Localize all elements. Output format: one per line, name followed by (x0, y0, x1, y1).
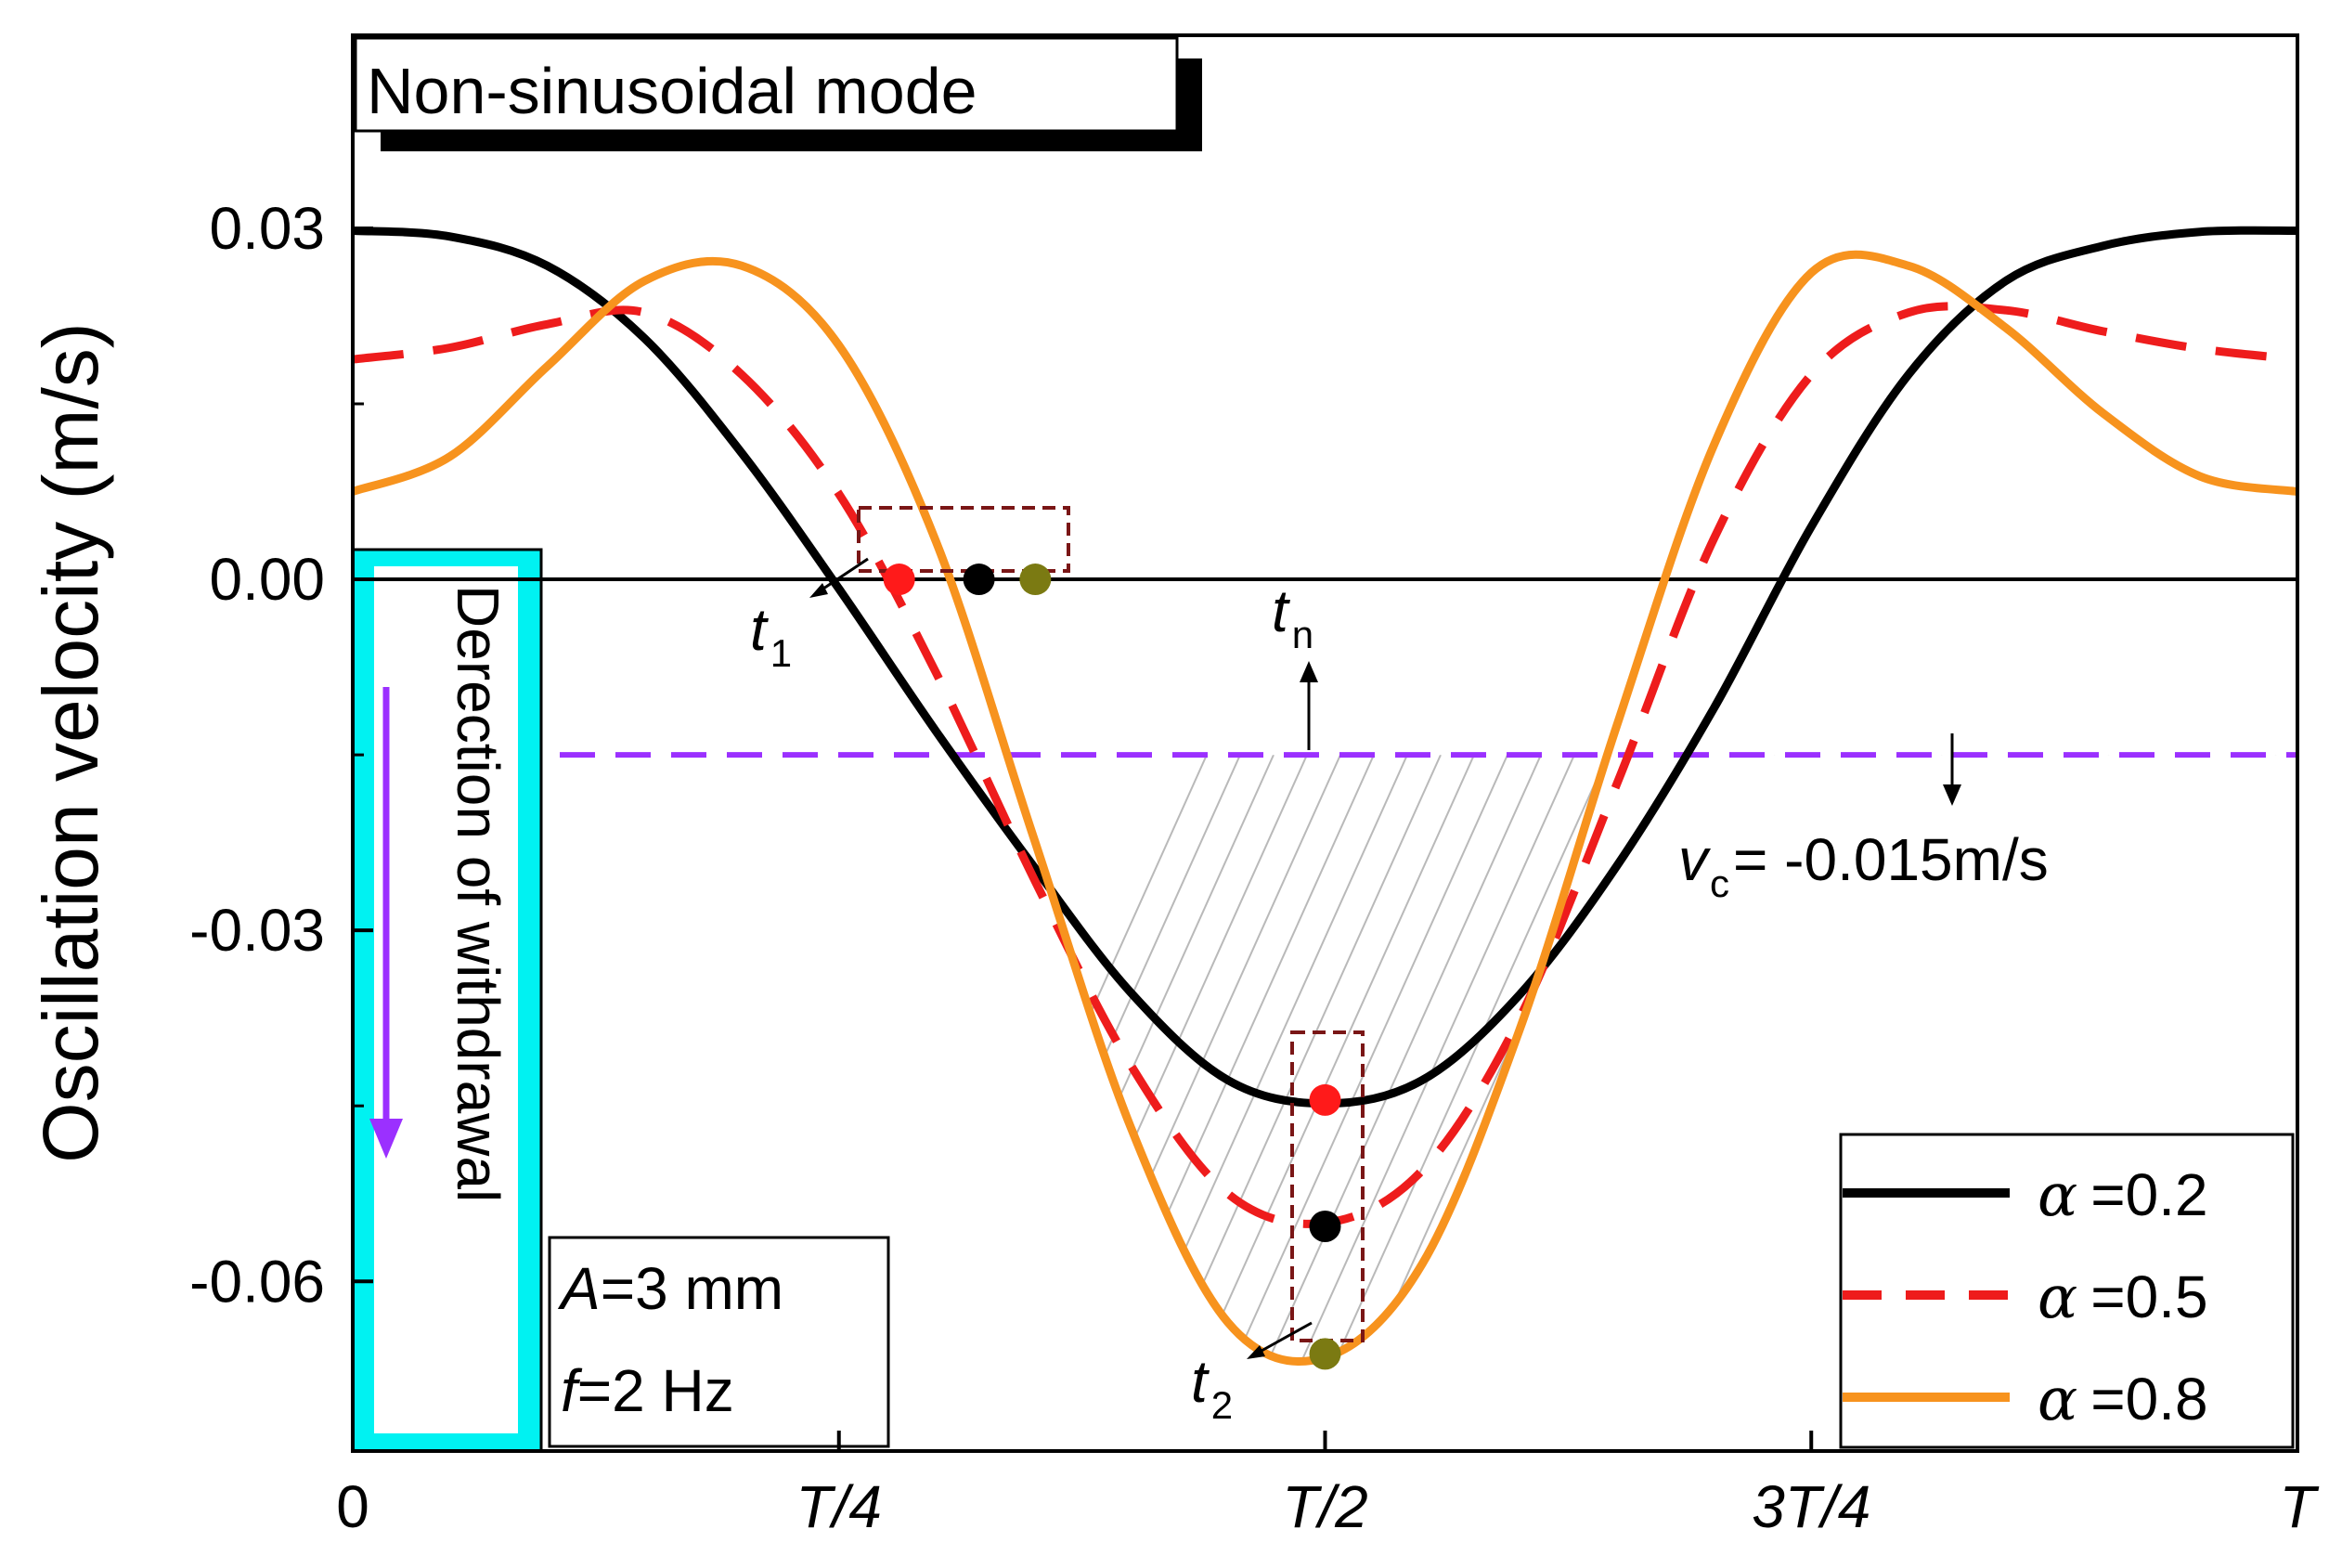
data-marker (1019, 564, 1052, 596)
legend-label: α =0.5 (2038, 1263, 2208, 1332)
withdrawal-arrow-icon (369, 1119, 403, 1159)
chart-title: Non-sinusoidal mode (367, 55, 977, 127)
series-line-0 (353, 226, 2297, 1108)
hatch-line (1195, 755, 1475, 1362)
hatch-line (1362, 755, 1642, 1362)
hatch-line (1128, 755, 1408, 1362)
vc-arrowhead-icon (1943, 784, 1961, 806)
withdrawal-label-box (374, 566, 518, 1433)
vc-label: vc= -0.015m/s (1678, 826, 2049, 905)
y-tick-label: 0.00 (209, 546, 325, 613)
hatch-line (1328, 755, 1609, 1362)
t2-label: t2 (1191, 1348, 1233, 1427)
hatch-line (1094, 755, 1375, 1362)
data-marker (883, 564, 915, 596)
x-tick-label: 3T/4 (1752, 1473, 1870, 1540)
param-amplitude: A=3 mm (557, 1255, 783, 1322)
x-tick-label: T/4 (796, 1473, 882, 1540)
data-marker (1309, 1083, 1341, 1116)
t1-label: t1 (750, 596, 792, 675)
legend: α =0.2 α =0.5 α =0.8 (1839, 1133, 2295, 1449)
hatch-line (927, 755, 1208, 1362)
tn-arrowhead-icon (1300, 661, 1318, 682)
y-axis-label: Oscillation velocity (m/s) (27, 322, 114, 1163)
legend-label: α =0.2 (2038, 1161, 2208, 1230)
data-marker (1309, 1338, 1341, 1370)
y-tick-label: -0.06 (189, 1248, 325, 1315)
hatch-line (1295, 755, 1575, 1362)
t2-marker-box (1290, 1030, 1365, 1342)
t2-arrow (1252, 1321, 1313, 1357)
x-tick-label: T (2279, 1473, 2319, 1540)
t1-marker-box (857, 506, 1070, 573)
tn-label: tn (1272, 577, 1313, 656)
x-tick-label: 0 (336, 1473, 369, 1540)
hatch-line (1262, 755, 1542, 1362)
title-box (354, 36, 1179, 133)
y-axis: 0.03 0.00 -0.03 -0.06 (189, 195, 373, 1315)
hatch-line (1028, 755, 1308, 1362)
hatch-line (1161, 755, 1442, 1362)
data-marker (1309, 1211, 1341, 1243)
marker-group (883, 564, 1341, 1370)
withdrawal-label: Derection of withdrawal (445, 585, 511, 1202)
params-box (548, 1236, 890, 1448)
param-frequency: f=2 Hz (561, 1357, 734, 1424)
x-tick-label: T/2 (1282, 1473, 1367, 1540)
legend-label: α =0.8 (2038, 1366, 2208, 1434)
hatch-line (1429, 755, 1709, 1362)
y-tick-label: 0.03 (209, 195, 325, 262)
t2-arrowhead-icon (1247, 1345, 1265, 1359)
y-tick-label: -0.03 (189, 897, 325, 964)
t1-arrowhead-icon (809, 583, 828, 598)
hatch-line (1228, 755, 1508, 1362)
x-axis: 0 T/4 T/2 3T/4 T (336, 1431, 2319, 1540)
data-marker (963, 564, 995, 596)
